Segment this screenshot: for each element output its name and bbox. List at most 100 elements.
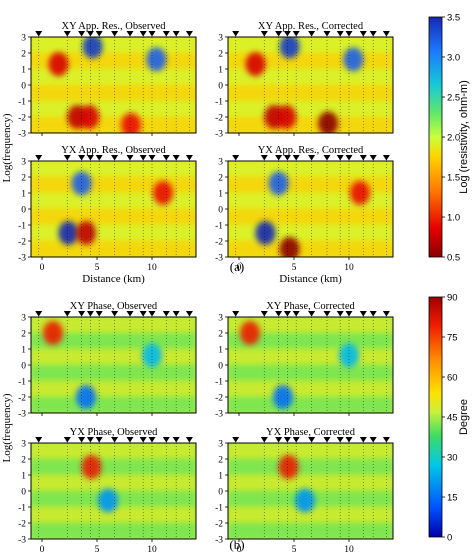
- heatmap-feature: [245, 52, 266, 77]
- station-marker: [382, 437, 390, 443]
- station-marker: [126, 437, 134, 443]
- station-marker: [260, 311, 268, 317]
- station-marker: [345, 437, 353, 443]
- colorbar-gradient: [428, 296, 443, 538]
- station-marker: [63, 31, 71, 37]
- station-marker: [359, 311, 367, 317]
- station-marker: [35, 311, 43, 317]
- station-marker: [148, 155, 156, 161]
- panel-a-1: XY App. Res., Corrected 3 2 1 0 -1 -2 -3: [215, 21, 394, 140]
- station-marker: [78, 155, 86, 161]
- y-tick-label: 3: [218, 440, 223, 450]
- y-tick-label: -2: [18, 238, 26, 248]
- colorbar-tick-label: 45: [447, 413, 458, 424]
- heatmap-feature: [58, 221, 79, 245]
- panel-b-1: XY Phase, Corrected 3 2 1 0 -1 -2 -3: [215, 301, 394, 420]
- y-tick-label: 1: [21, 66, 26, 76]
- x-axis-label: Distance (km): [279, 273, 342, 285]
- heatmap-image: [31, 443, 196, 539]
- heatmap-band: [228, 365, 393, 381]
- station-marker: [232, 31, 240, 37]
- heatmap-band: [31, 117, 196, 133]
- station-marker: [148, 311, 156, 317]
- heatmap-image: [228, 317, 393, 413]
- heatmap-feature: [339, 343, 359, 368]
- y-tick-label: 1: [218, 472, 223, 482]
- heatmap-band: [228, 37, 393, 53]
- station-marker: [382, 311, 390, 317]
- colorbar-tick-label: 0.5: [447, 253, 460, 264]
- station-marker: [86, 31, 94, 37]
- x-tick-label: 0: [40, 545, 45, 555]
- heatmap-band: [31, 225, 196, 241]
- panel-title: XY Phase, Observed: [70, 301, 158, 312]
- heatmap-feature: [98, 488, 118, 513]
- y-tick-label: -1: [18, 378, 26, 388]
- y-tick-label: 1: [21, 346, 26, 356]
- heatmap-band: [228, 459, 393, 475]
- y-tick-label: -2: [18, 114, 26, 124]
- heatmap-band: [228, 101, 393, 117]
- heatmap-feature: [48, 52, 69, 77]
- panel-title: YX App. Res., Corrected: [258, 145, 364, 156]
- y-tick-label: 3: [21, 314, 26, 324]
- x-tick-label: 5: [292, 263, 297, 273]
- panel-a-0: XY App. Res., Observed 3 2 1 0 -1 -2 -3 Log(freq…: [1, 21, 197, 183]
- station-marker: [126, 31, 134, 37]
- station-marker: [359, 437, 367, 443]
- y-tick-label: 2: [21, 330, 26, 340]
- y-tick-label: 0: [21, 82, 26, 92]
- y-tick-label: -1: [18, 504, 26, 514]
- station-marker: [275, 155, 283, 161]
- panel-b-3: YX Phase, Corrected3210-1-2-30510Distanc…: [215, 427, 394, 556]
- station-marker: [369, 155, 377, 161]
- colorbar-tick-label: 15: [447, 493, 458, 504]
- station-marker: [139, 437, 147, 443]
- heatmap-feature: [79, 105, 100, 129]
- y-axis-label: Log(frequency): [1, 113, 13, 182]
- heatmap-band: [31, 475, 196, 491]
- station-marker: [359, 31, 367, 37]
- heatmap-feature: [295, 488, 315, 513]
- y-tick-label: -1: [18, 98, 26, 108]
- y-tick-label: 2: [218, 330, 223, 340]
- x-tick-label: 5: [95, 545, 100, 555]
- y-tick-label: -3: [18, 410, 26, 420]
- station-marker: [292, 31, 300, 37]
- station-marker: [283, 437, 291, 443]
- colorbar: 90 75 60 45 30 15 0 Degree: [428, 293, 470, 544]
- y-tick-label: 2: [21, 174, 26, 184]
- station-marker: [148, 31, 156, 37]
- station-marker: [111, 155, 119, 161]
- colorbar-tick-label: 2.0: [447, 133, 460, 144]
- heatmap-band: [31, 507, 196, 523]
- heatmap-feature: [153, 181, 173, 205]
- heatmap-image: [31, 37, 196, 133]
- heatmap-band: [228, 443, 393, 459]
- heatmap-band: [228, 241, 393, 257]
- station-marker: [323, 155, 331, 161]
- station-marker: [369, 31, 377, 37]
- station-marker: [95, 437, 103, 443]
- station-marker: [185, 155, 193, 161]
- station-marker: [369, 311, 377, 317]
- station-marker: [95, 311, 103, 317]
- station-marker: [308, 437, 316, 443]
- part-a-group: XY App. Res., Observed3210-1-2-3Log(freq…: [1, 13, 470, 286]
- y-tick-label: 2: [21, 456, 26, 466]
- y-tick-label: 1: [21, 472, 26, 482]
- station-marker: [185, 311, 193, 317]
- colorbar-tick-label: 60: [447, 373, 458, 384]
- heatmap-image: [31, 161, 196, 257]
- heatmap-band: [31, 85, 196, 101]
- panel-b-2: YX Phase, Observed3210-1-2-30510Distance…: [18, 427, 197, 556]
- colorbar-label: Log (resistivity, ohm-m): [458, 80, 470, 193]
- station-marker: [162, 155, 170, 161]
- y-tick-label: 1: [218, 66, 223, 76]
- station-marker: [232, 311, 240, 317]
- station-marker: [336, 311, 344, 317]
- y-tick-label: 0: [21, 488, 26, 498]
- heatmap-feature: [350, 181, 370, 205]
- x-axis-label: Distance (km): [82, 273, 145, 285]
